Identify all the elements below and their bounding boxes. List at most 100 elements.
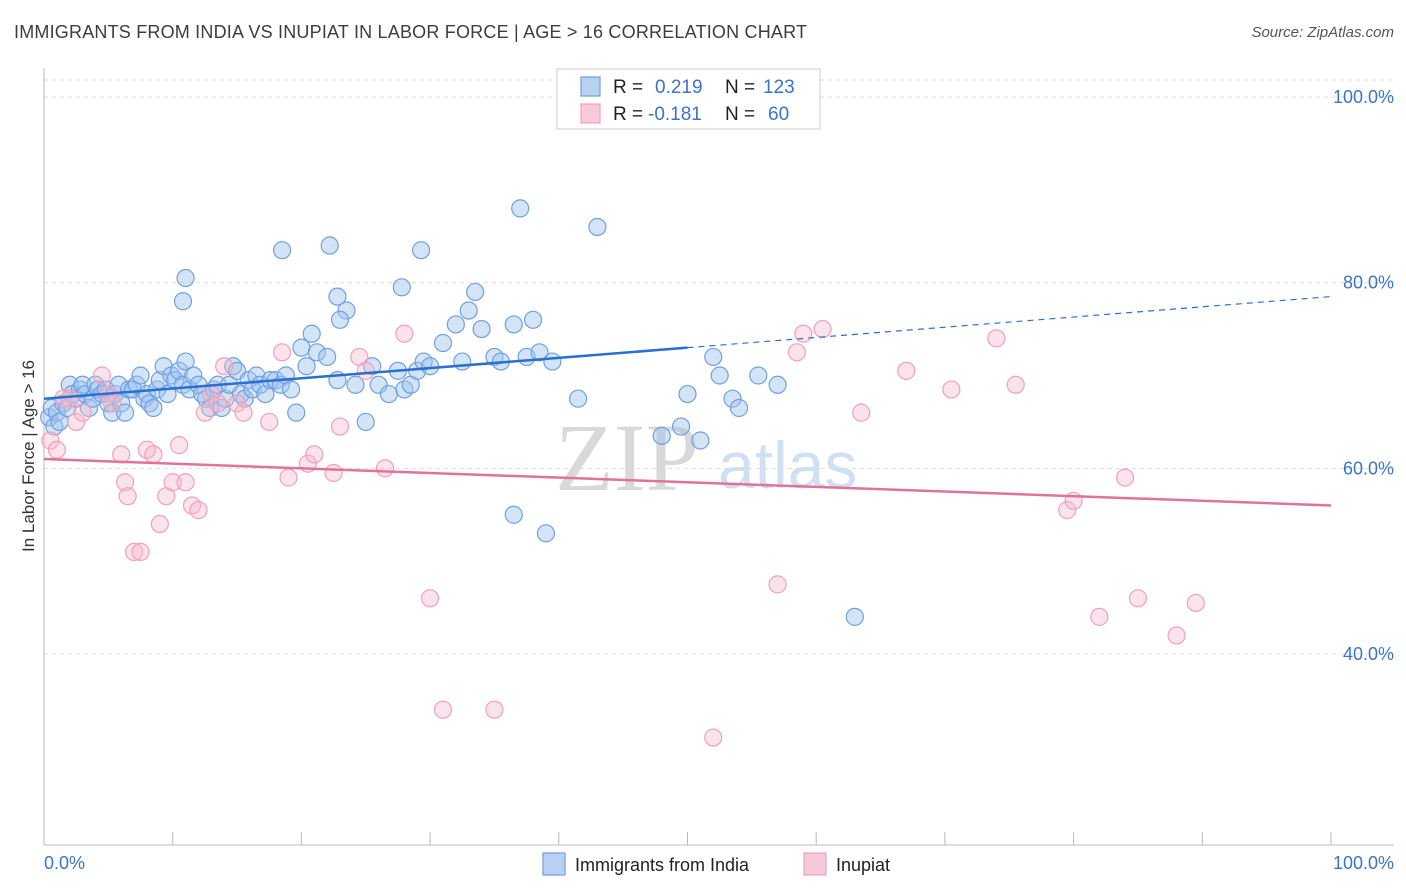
data-point <box>73 403 92 422</box>
data-point <box>173 292 193 311</box>
data-point <box>511 199 530 218</box>
data-point <box>671 417 691 436</box>
data-point <box>189 501 208 520</box>
data-point <box>256 384 275 404</box>
data-point <box>723 389 742 408</box>
data-point <box>466 282 485 302</box>
data-point <box>297 357 316 376</box>
data-point <box>47 440 66 459</box>
data-point <box>328 287 347 306</box>
data-point <box>459 301 478 320</box>
data-point <box>124 542 144 561</box>
legend-r-value-2: -0.181 <box>648 104 702 125</box>
data-point <box>1128 589 1148 608</box>
data-point <box>897 361 916 380</box>
chart-source: Source: ZipAtlas.com <box>1251 24 1394 41</box>
bottom-legend-swatch-blue <box>542 852 566 876</box>
data-point <box>453 352 472 371</box>
legend-n-value-2: 60 <box>768 104 789 125</box>
data-point <box>446 315 465 334</box>
data-point <box>1090 607 1109 626</box>
data-point <box>710 366 729 385</box>
data-point <box>768 375 787 394</box>
data-point <box>421 357 440 376</box>
bottom-legend-label-2: Inupiat <box>836 855 890 875</box>
trend-line-pink <box>43 457 1332 507</box>
legend-box: R = 0.219 N = 123 R = -0.181 N = 60 <box>556 68 821 130</box>
data-point <box>307 343 326 362</box>
data-point <box>127 375 146 394</box>
data-point <box>215 357 234 376</box>
data-point <box>144 398 163 418</box>
data-point <box>588 217 607 237</box>
data-point <box>1006 375 1025 394</box>
data-point <box>324 463 343 483</box>
data-point <box>536 524 556 543</box>
data-point <box>115 473 135 492</box>
data-point <box>395 324 414 343</box>
data-point <box>337 301 356 320</box>
data-point <box>942 380 961 399</box>
data-point <box>60 389 79 408</box>
data-point <box>131 542 150 561</box>
data-point <box>768 575 787 594</box>
data-point <box>472 319 491 339</box>
data-point <box>652 426 671 445</box>
data-point <box>704 728 723 747</box>
data-point <box>234 403 253 422</box>
y-tick-label: 80.0% <box>1343 273 1394 293</box>
y-tick-label: 100.0% <box>1333 87 1394 107</box>
legend-n-value-1: 123 <box>763 77 795 98</box>
data-point <box>523 310 543 329</box>
data-point <box>794 324 813 343</box>
data-point <box>103 394 122 413</box>
data-point <box>279 468 298 487</box>
data-point <box>485 700 504 719</box>
data-point <box>729 398 749 418</box>
data-point <box>749 366 768 385</box>
data-point <box>195 403 214 422</box>
data-point <box>115 403 135 422</box>
data-point <box>356 412 375 432</box>
trend-line-blue <box>43 346 688 400</box>
data-point <box>392 278 411 297</box>
data-point <box>691 431 710 450</box>
legend-n-label-2: N = <box>725 104 755 125</box>
y-axis-title: In Labor Force | Age > 16 <box>19 360 38 552</box>
data-point <box>787 343 806 362</box>
y-tick-label: 40.0% <box>1343 644 1394 664</box>
x-tick-label-min: 0.0% <box>44 853 85 873</box>
data-point <box>150 514 169 534</box>
data-point <box>704 347 723 367</box>
data-point <box>170 361 189 380</box>
data-point <box>543 352 562 371</box>
data-point <box>67 412 86 432</box>
data-point <box>318 347 337 367</box>
data-point <box>1167 626 1186 645</box>
data-point <box>176 473 195 492</box>
data-point <box>987 329 1006 348</box>
data-point <box>678 384 697 404</box>
trend-line-blue-dashed <box>687 295 1332 349</box>
bottom-legend: Immigrants from India Inupiat <box>542 852 890 876</box>
legend-r-value-1: 0.219 <box>655 77 703 98</box>
data-point <box>320 236 339 255</box>
axes <box>43 68 1394 846</box>
data-point <box>118 487 137 506</box>
data-point <box>356 361 375 380</box>
x-tick-label-max: 100.0% <box>1333 853 1394 873</box>
data-point <box>379 384 399 404</box>
series-blue <box>40 199 864 626</box>
data-point <box>346 375 365 394</box>
legend-swatch-pink <box>580 103 601 124</box>
y-tick-label: 60.0% <box>1343 458 1394 478</box>
data-point <box>260 412 279 432</box>
data-point <box>305 445 324 464</box>
data-point <box>302 324 321 343</box>
data-point <box>375 459 395 478</box>
data-point <box>92 366 112 385</box>
data-point <box>369 375 388 394</box>
data-point <box>330 417 350 436</box>
data-point <box>272 241 292 260</box>
